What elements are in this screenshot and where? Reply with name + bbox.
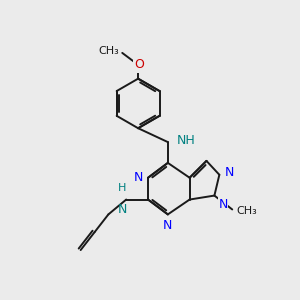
Text: NH: NH — [177, 134, 196, 147]
Text: N: N — [134, 171, 143, 184]
Text: CH₃: CH₃ — [236, 206, 257, 216]
Text: N: N — [118, 202, 127, 215]
Text: H: H — [118, 183, 126, 193]
Text: N: N — [218, 198, 228, 211]
Text: CH₃: CH₃ — [98, 46, 119, 56]
Text: N: N — [224, 166, 234, 179]
Text: O: O — [134, 58, 144, 71]
Text: N: N — [163, 219, 172, 232]
